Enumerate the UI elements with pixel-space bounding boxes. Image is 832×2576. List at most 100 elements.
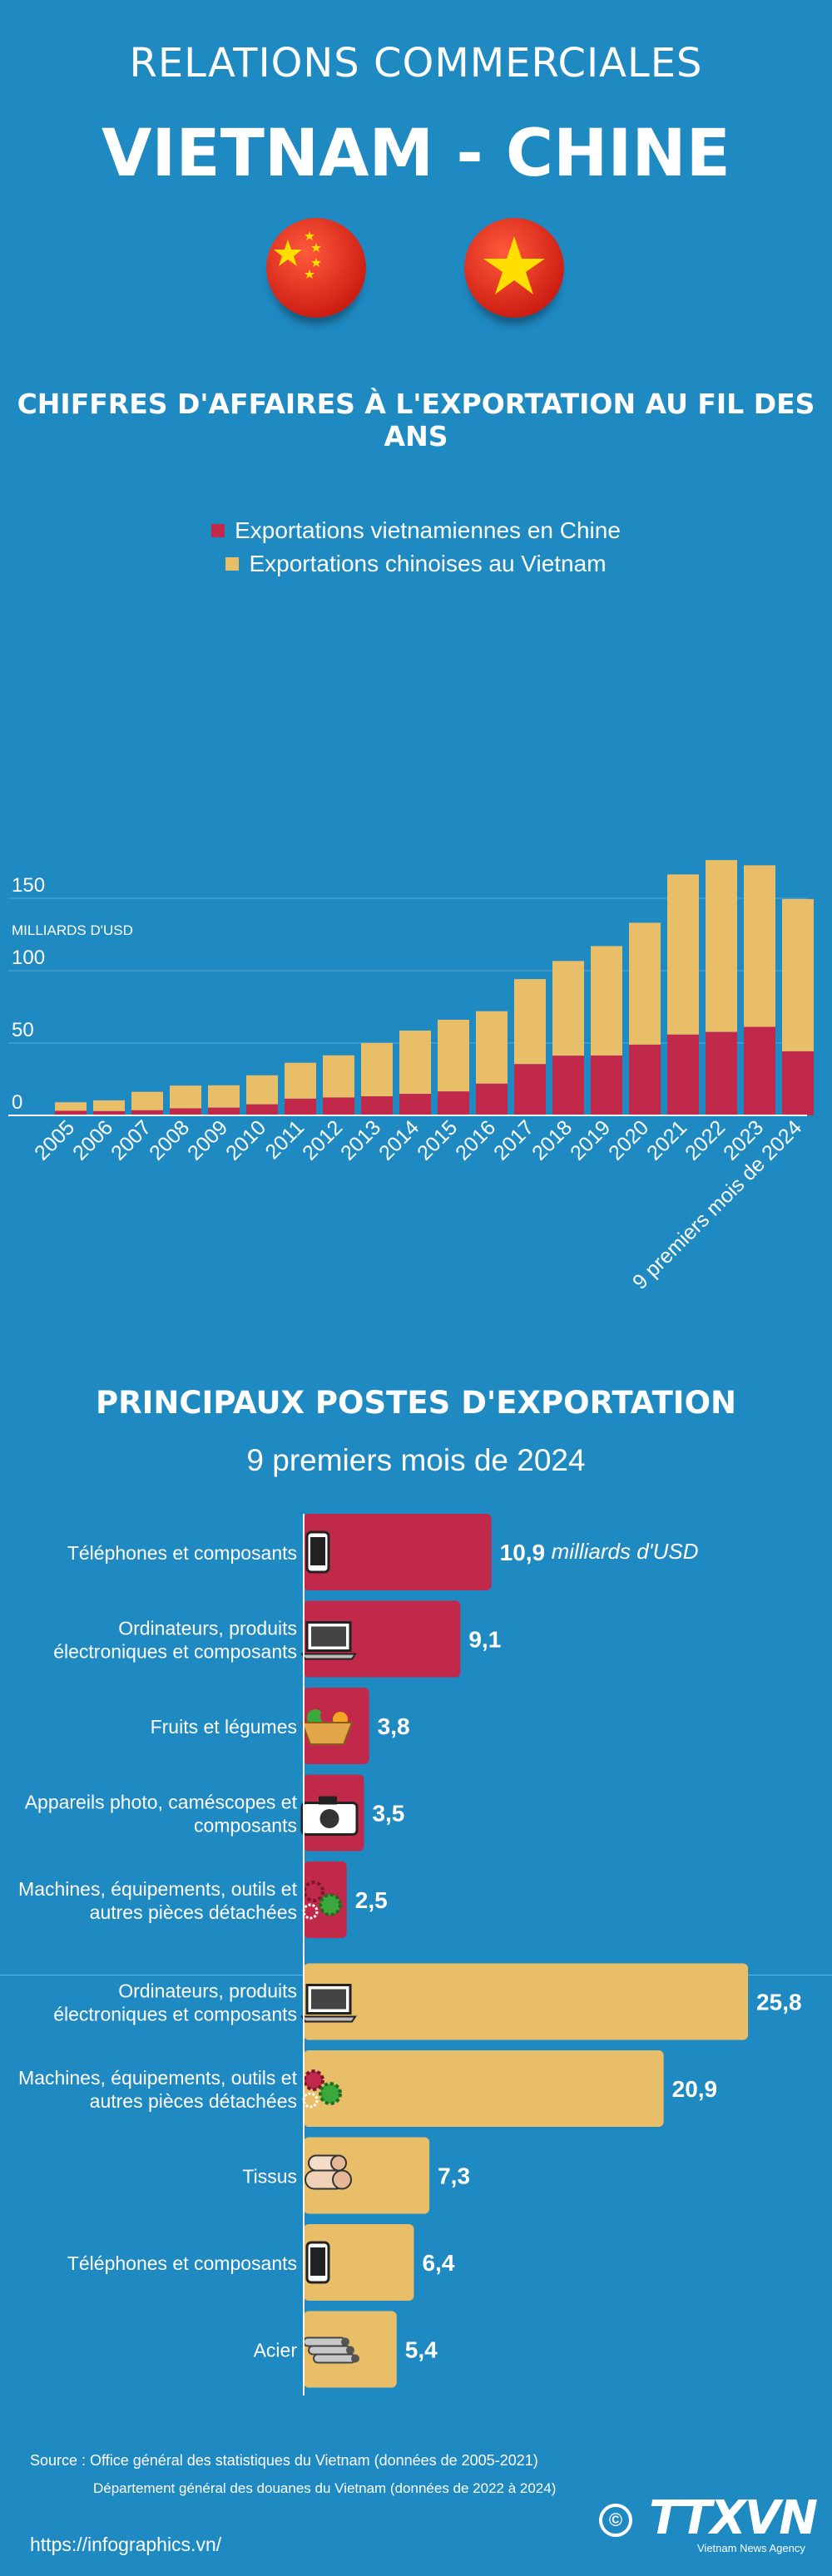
bar-china-export-item (304, 2050, 664, 2127)
bar-china-exports (438, 1019, 469, 1092)
bar-china-exports (667, 874, 699, 1035)
laptop-icon (300, 1621, 357, 1660)
value-label: 3,5 (372, 1801, 404, 1827)
bar-china-exports (323, 1055, 354, 1098)
category-label: Tissus (242, 2166, 297, 2188)
bar-china-exports (706, 860, 737, 1032)
value-label: 9,1 (468, 1627, 501, 1653)
bar-china-exports (399, 1031, 431, 1095)
bar-vietnam-exports (361, 1096, 393, 1115)
bar-vietnam-exports (667, 1034, 699, 1115)
category-label: Fruits et légumes (151, 1716, 297, 1738)
bar-vietnam-exports (93, 1110, 125, 1115)
x-tick-label: 2008 (145, 1115, 194, 1164)
chart2-subtitle: 9 premiers mois de 2024 (246, 1443, 586, 1477)
category-label: autres pièces détachées (90, 2090, 297, 2112)
category-label: Appareils photo, caméscopes et (25, 1792, 298, 1813)
gears-icon (302, 2069, 342, 2109)
legend-label: Exportations vietnamiennes en Chine (235, 517, 621, 543)
bar-vietnam-exports (438, 1091, 469, 1115)
value-label: 25,8 (756, 1990, 802, 2015)
x-tick-label: 2012 (298, 1115, 347, 1164)
bar-china-exports (629, 922, 661, 1045)
source-url: https://infographics.vn/ (30, 2534, 222, 2555)
y-tick-label: 100 (12, 947, 45, 969)
vietnam-flag-icon (464, 218, 564, 318)
bar-vietnam-exports (514, 1064, 546, 1115)
bar-vietnam-exports (399, 1094, 431, 1115)
bar-china-exports (55, 1102, 87, 1111)
bar-vietnam-exports (323, 1097, 354, 1115)
bar-vietnam-exports (285, 1098, 316, 1115)
unit-label: milliards d'USD (552, 1539, 699, 1564)
chart2-horizontal-bar: Téléphones et composants 10,9 milliards d'… (0, 1514, 832, 2396)
legend-swatch-gold (225, 557, 240, 571)
x-tick-label: 2006 (68, 1115, 117, 1164)
chart1-stacked-bar: 0 50 100 150 MILLIARDS D'USD 2005200620072008… (8, 860, 814, 1294)
value-label: 10,9 (500, 1540, 546, 1565)
x-tick-label: 2019 (566, 1115, 615, 1164)
x-tick-label: 2022 (681, 1115, 730, 1164)
bar-vietnam-exports (131, 1110, 163, 1115)
bar-vietnam-export-item (304, 1514, 492, 1590)
x-tick-label: 2017 (489, 1115, 538, 1164)
fabric-rolls-icon (305, 2154, 352, 2190)
bar-vietnam-exports (208, 1107, 240, 1115)
legend-item-vietnam-exports: Exportations vietnamiennes en Chine (0, 514, 832, 547)
fruit-basket-icon (300, 1708, 354, 1745)
x-tick-label: 2020 (604, 1115, 653, 1164)
category-label: électroniques et composants (53, 2004, 297, 2025)
bar-china-exports (514, 979, 546, 1065)
bar-china-exports (131, 1091, 163, 1110)
laptop-icon (300, 1984, 357, 2023)
x-tick-label: 2005 (30, 1115, 79, 1164)
bar-vietnam-exports (55, 1110, 87, 1115)
x-tick-label: 2014 (374, 1115, 423, 1164)
bar-china-exports (285, 1062, 316, 1099)
gears-icon (302, 1881, 342, 1920)
camera-icon (300, 1796, 359, 1836)
value-label: 5,4 (405, 2337, 438, 2363)
page-title: VIETNAM - CHINE (102, 116, 730, 191)
bar-china-exports (361, 1042, 393, 1097)
category-label: Ordinateurs, produits (118, 1618, 297, 1639)
bar-china-exports (170, 1085, 201, 1109)
x-tick-label: 2007 (106, 1115, 156, 1164)
bar-china-exports (744, 865, 775, 1027)
bar-china-exports (476, 1011, 508, 1084)
chart2-title: PRINCIPAUX POSTES D'EXPORTATION (96, 1385, 736, 1421)
x-tick-label: 2013 (336, 1115, 385, 1164)
value-label: 20,9 (672, 2076, 718, 2102)
y-tick-label: 0 (12, 1091, 22, 1114)
source-line-2: Département général des douanes du Vietn… (93, 2480, 557, 2496)
chart1-legend: Exportations vietnamiennes en Chine Expo… (0, 514, 832, 581)
bar-china-exports (246, 1075, 278, 1105)
steel-pipes-icon (303, 2336, 359, 2364)
value-label: 3,8 (378, 1713, 410, 1739)
bar-china-export-item (304, 2224, 414, 2301)
logo-text: TTXVN (649, 2491, 818, 2545)
y-axis-label: MILLIARDS D'USD (12, 922, 133, 938)
china-flag-icon (266, 218, 366, 318)
category-label: Téléphones et composants (67, 2252, 297, 2274)
bar-china-exports (208, 1085, 240, 1108)
phone-icon (305, 1530, 330, 1574)
legend-item-china-exports: Exportations chinoises au Vietnam (0, 547, 832, 581)
bar-china-exports (782, 898, 814, 1051)
bar-vietnam-exports (629, 1044, 661, 1115)
x-tick-label: 2011 (260, 1115, 309, 1164)
phone-icon (305, 2241, 330, 2284)
logo-subtext: Vietnam News Agency (697, 2542, 805, 2554)
x-tick-label: 2018 (527, 1115, 577, 1164)
value-label: 7,3 (438, 2163, 470, 2189)
value-label: 2,5 (355, 1887, 388, 1913)
category-label: autres pièces détachées (90, 1901, 297, 1923)
category-label: Téléphones et composants (67, 1542, 297, 1564)
category-label: composants (194, 1815, 297, 1837)
bar-vietnam-exports (170, 1108, 201, 1115)
category-label: électroniques et composants (53, 1641, 297, 1663)
category-label: Ordinateurs, produits (118, 1980, 297, 2002)
source-line-1: Source : Office général des statistiques… (30, 2452, 538, 2469)
y-tick-label: 150 (12, 874, 45, 897)
bar-china-exports (552, 961, 584, 1056)
